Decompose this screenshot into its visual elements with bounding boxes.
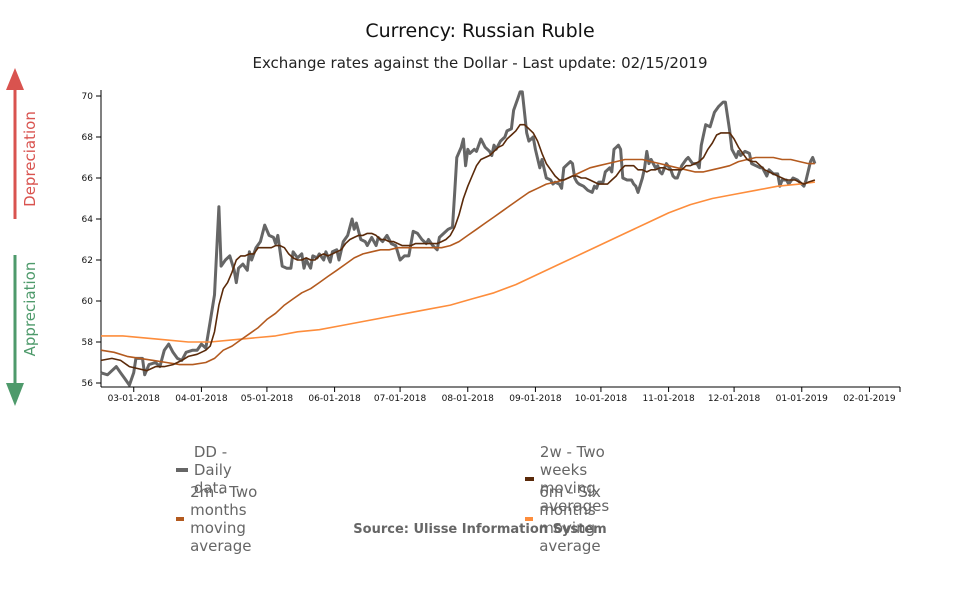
legend-label: 2m - Two months moving average bbox=[190, 483, 258, 555]
y-tick-label: 60 bbox=[82, 297, 94, 307]
series-line bbox=[101, 181, 816, 343]
series-line bbox=[100, 90, 817, 387]
legend-label: DD - Daily data bbox=[193, 443, 232, 497]
x-tick-label: 09-01-2018 bbox=[509, 394, 562, 404]
depreciation-arrow-icon bbox=[6, 68, 24, 219]
x-tick-label: 10-01-2018 bbox=[575, 394, 628, 404]
legend-item-2m[interactable]: 2m - Two months moving average bbox=[176, 483, 269, 555]
x-tick-label: 07-01-2018 bbox=[374, 394, 427, 404]
y-tick-label: 64 bbox=[82, 215, 94, 225]
chart-series bbox=[100, 90, 817, 387]
legend-swatch bbox=[525, 517, 534, 521]
legend-item-6m[interactable]: 6m - Six months moving average bbox=[525, 483, 618, 555]
y-tick-label: 62 bbox=[82, 256, 93, 266]
x-tick-label: 03-01-2018 bbox=[108, 394, 161, 404]
x-tick-label: 02-01-2019 bbox=[843, 394, 896, 404]
legend-swatch bbox=[176, 468, 188, 472]
legend-label: 6m - Six months moving average bbox=[539, 483, 601, 555]
y-tick-label: 56 bbox=[82, 379, 94, 389]
y-tick-label: 66 bbox=[82, 174, 94, 184]
series-line bbox=[100, 156, 815, 366]
direction-arrows bbox=[6, 68, 24, 406]
x-tick-label: 05-01-2018 bbox=[241, 394, 294, 404]
chart-title: Currency: Russian Ruble bbox=[365, 20, 595, 42]
x-tick-label: 04-01-2018 bbox=[175, 394, 228, 404]
x-tick-label: 11-01-2018 bbox=[642, 394, 695, 404]
legend-swatch bbox=[176, 517, 185, 521]
legend-item-2w[interactable]: 2w - Two weeks moving averages bbox=[525, 443, 626, 515]
legend-swatch bbox=[525, 477, 534, 481]
chart-axes: 56 58 60 62 64 66 68 70 03-01-2018 04-01-2018 05-0… bbox=[82, 90, 901, 404]
line-chart: 56 58 60 62 64 66 68 70 03-01-2018 04-01-2018 05-0… bbox=[82, 90, 901, 404]
chart-subtitle: Exchange rates against the Dollar - Last… bbox=[252, 54, 708, 72]
y-tick-label: 58 bbox=[82, 338, 94, 348]
legend-item-daily[interactable]: DD - Daily data bbox=[176, 443, 246, 497]
x-tick-label: 01-01-2019 bbox=[776, 394, 829, 404]
legend-label: 2w - Two weeks moving averages bbox=[539, 443, 610, 515]
x-tick-label: 06-01-2018 bbox=[308, 394, 361, 404]
source-note: Source: Ulisse Information System bbox=[353, 522, 607, 537]
series-line bbox=[100, 123, 816, 372]
y-tick-label: 70 bbox=[82, 92, 94, 102]
x-tick-label: 12-01-2018 bbox=[708, 394, 761, 404]
x-tick-label: 08-01-2018 bbox=[442, 394, 495, 404]
y-tick-label: 68 bbox=[82, 133, 94, 143]
appreciation-arrow-icon bbox=[6, 255, 24, 406]
